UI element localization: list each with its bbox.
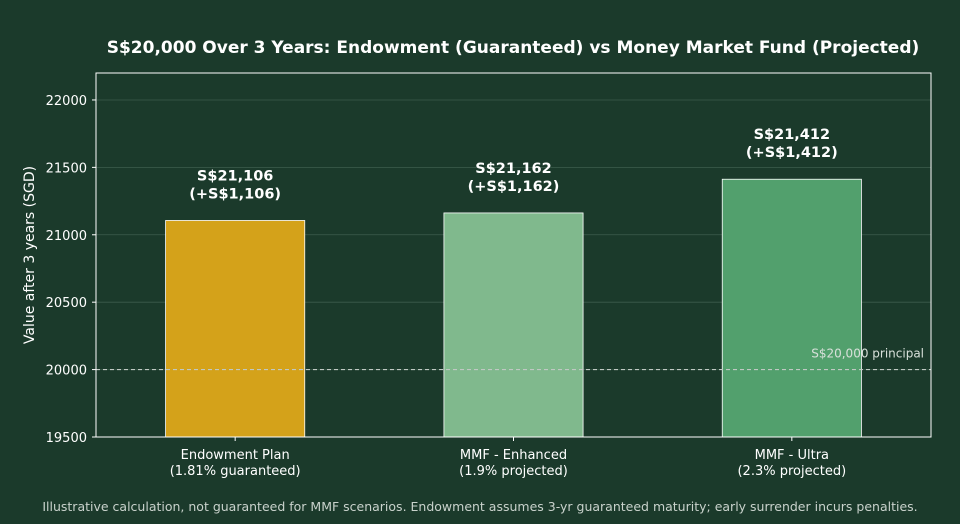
data-label-2-0: S$21,412 [754, 127, 831, 143]
y-axis-label: Value after 3 years (SGD) [22, 166, 38, 344]
x-tick-label-0-0: Endowment Plan [181, 448, 290, 463]
data-label-2-1: (+S$1,412) [746, 145, 838, 161]
data-label-1-0: S$21,162 [475, 161, 552, 177]
bar-2 [721, 178, 862, 438]
y-tick-label-2: 20500 [46, 296, 87, 311]
x-tick-label-1-1: (1.9% projected) [459, 464, 568, 479]
reference-line-label: S$20,000 principal [811, 347, 924, 361]
y-tick-label-4: 21500 [46, 161, 87, 176]
x-tick-label-2-0: MMF - Ultra [755, 448, 829, 463]
y-tick-label-3: 21000 [46, 229, 87, 244]
x-tick-label-0-1: (1.81% guaranteed) [170, 464, 301, 479]
y-tick-label-1: 20000 [46, 364, 87, 379]
bar-1 [443, 212, 584, 438]
data-label-1-1: (+S$1,162) [468, 179, 560, 195]
bars [165, 178, 862, 438]
data-label-0-0: S$21,106 [197, 168, 274, 184]
x-tick-label-1-0: MMF - Enhanced [460, 448, 567, 463]
y-tick-label-5: 22000 [46, 94, 87, 109]
data-label-0-1: (+S$1,106) [189, 186, 281, 202]
bar-0 [165, 220, 306, 438]
chart-title: S$20,000 Over 3 Years: Endowment (Guaran… [107, 38, 920, 58]
y-tick-label-0: 19500 [46, 431, 87, 446]
x-tick-label-2-1: (2.3% projected) [737, 464, 846, 479]
chart-footnote: Illustrative calculation, not guaranteed… [42, 499, 917, 514]
